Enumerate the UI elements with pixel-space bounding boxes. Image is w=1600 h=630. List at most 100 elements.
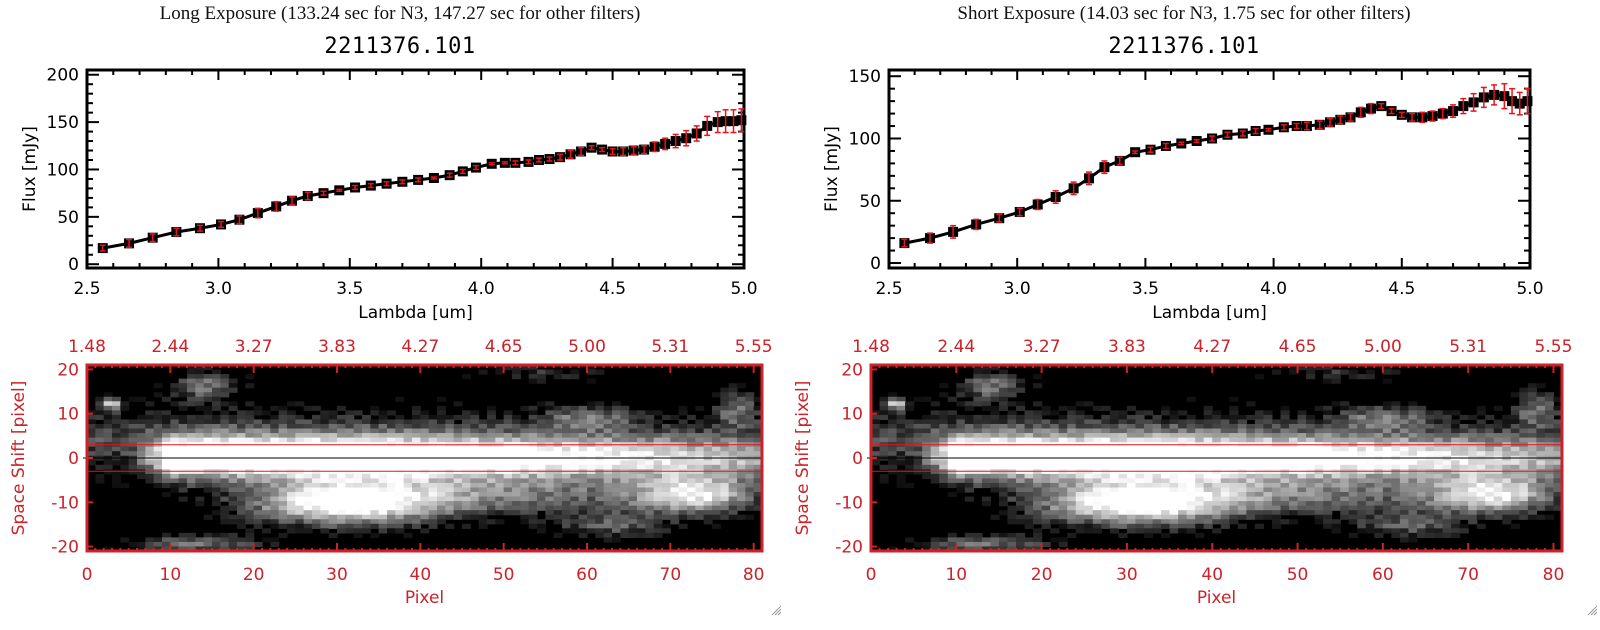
image-pixel: [1050, 528, 1060, 534]
image-pixel: [553, 374, 563, 380]
image-pixel: [445, 423, 455, 430]
image-pixel: [1041, 437, 1051, 443]
image-pixel: [1024, 446, 1034, 452]
image-pixel: [947, 419, 957, 425]
image-pixel: [178, 423, 188, 430]
image-pixel: [1118, 437, 1128, 443]
image-pixel: [1468, 478, 1478, 484]
image-pixel: [370, 451, 380, 457]
image-pixel: [653, 451, 663, 457]
image-pixel: [1220, 523, 1230, 529]
image-pixel: [1092, 433, 1102, 439]
image-pixel: [1451, 505, 1461, 511]
image-pixel: [1143, 487, 1154, 493]
image-pixel: [1348, 446, 1358, 452]
image-pixel: [595, 423, 605, 430]
image-pixel: [1306, 510, 1316, 516]
image-pixel: [412, 460, 421, 466]
image-pixel: [103, 433, 113, 439]
image-pixel: [320, 523, 330, 529]
image-pixel: [1161, 419, 1171, 425]
image-pixel: [353, 473, 363, 480]
image-pixel: [520, 464, 530, 470]
x-tick-label: 2.5: [875, 279, 902, 299]
image-pixel: [237, 478, 246, 484]
image-pixel: [1374, 405, 1384, 411]
image-pixel: [1220, 414, 1230, 421]
image-pixel: [470, 510, 480, 516]
image-pixel: [412, 487, 421, 493]
image-pixel: [587, 419, 596, 425]
image-pixel: [453, 428, 463, 434]
image-pixel: [587, 469, 596, 475]
image-pixel: [495, 437, 505, 443]
image-pixel: [537, 433, 546, 439]
image-pixel: [487, 519, 496, 525]
image-pixel: [1399, 414, 1410, 421]
image-pixel: [998, 428, 1009, 434]
image-pixel: [1101, 478, 1111, 484]
image-pixel: [712, 428, 721, 434]
image-pixel: [1425, 464, 1435, 470]
image-pixel: [253, 446, 263, 452]
image-pixel: [930, 437, 940, 443]
image-pixel: [595, 528, 605, 534]
image-pixel: [487, 473, 496, 480]
image-pixel: [153, 428, 163, 434]
image-pixel: [1152, 496, 1162, 502]
image-pixel: [720, 473, 730, 480]
image-pixel: [387, 519, 396, 525]
image-pixel: [370, 496, 380, 502]
image-pixel: [922, 473, 932, 480]
image-pixel: [1203, 460, 1213, 466]
image-pixel: [262, 433, 271, 439]
image-pixel: [1118, 410, 1128, 416]
image-pixel: [1229, 396, 1239, 402]
image-pixel: [1493, 514, 1503, 520]
image-pixel: [620, 464, 630, 470]
image-pixel: [178, 392, 188, 398]
image-pixel: [1391, 492, 1401, 498]
image-pixel: [1024, 519, 1034, 525]
image-pixel: [1442, 532, 1452, 538]
image-pixel: [603, 514, 613, 520]
image-pixel: [87, 433, 96, 439]
image-pixel: [1314, 365, 1324, 371]
image-pixel: [956, 473, 966, 480]
image-pixel: [453, 501, 463, 507]
image-pixel: [1434, 473, 1444, 480]
image-pixel: [1416, 423, 1427, 430]
image-pixel: [1391, 401, 1401, 407]
image-pixel: [1348, 532, 1358, 538]
image-pixel: [1314, 437, 1324, 443]
image-pixel: [670, 433, 680, 439]
image-pixel: [1519, 414, 1529, 421]
image-pixel: [956, 419, 966, 425]
image-pixel: [896, 396, 906, 402]
image-pixel: [212, 374, 221, 380]
image-pixel: [1391, 451, 1401, 457]
image-pixel: [1254, 410, 1265, 416]
image-pixel: [345, 460, 355, 466]
image-pixel: [1237, 501, 1247, 507]
image-pixel: [1348, 410, 1358, 416]
image-pixel: [653, 523, 663, 529]
image-pixel: [603, 482, 613, 489]
image-pixel: [1365, 460, 1375, 466]
image-pixel: [353, 532, 363, 538]
image-pixel: [553, 423, 563, 430]
image-pixel: [687, 423, 696, 430]
image-pixel: [295, 469, 305, 475]
image-pixel: [645, 414, 655, 421]
image-pixel: [228, 496, 238, 502]
image-pixel: [1442, 510, 1452, 516]
image-pixel: [1476, 428, 1486, 434]
image-pixel: [1485, 451, 1495, 457]
image-pixel: [370, 419, 380, 425]
image-pixel: [1075, 514, 1085, 520]
image-pixel: [1212, 414, 1222, 421]
image-pixel: [1118, 460, 1128, 466]
image-pixel: [220, 387, 230, 393]
image-pixel: [1382, 487, 1392, 493]
image-pixel: [1109, 410, 1119, 416]
